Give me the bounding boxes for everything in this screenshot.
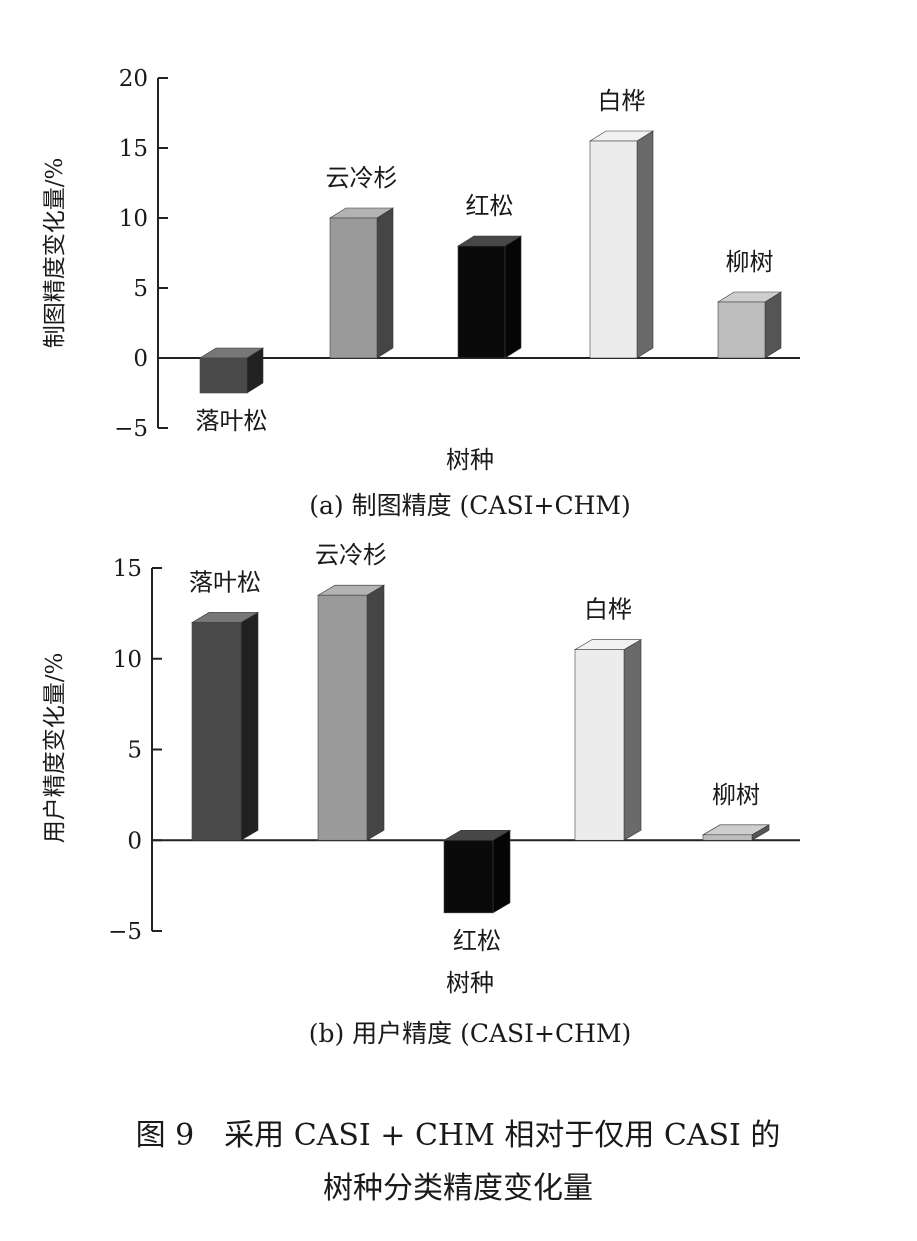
y-tick-label: 5 — [133, 276, 148, 302]
figure-caption-line-1: 图 9 采用 CASI + CHM 相对于仅用 CASI 的 — [136, 1118, 781, 1153]
bar-a-2 — [328, 207, 395, 359]
figure-caption-line-2: 树种分类精度变化量 — [323, 1171, 593, 1206]
category-label-a-2: 云冷杉 — [326, 164, 398, 192]
bar-a-1 — [198, 347, 265, 394]
category-label-b-2: 云冷杉 — [315, 541, 387, 569]
category-label-a-4: 白桦 — [598, 87, 646, 115]
y-axis-label: 用户精度变化量/% — [42, 653, 68, 844]
bar-b-5 — [701, 824, 771, 841]
y-axis-label: 制图精度变化量/% — [42, 158, 68, 349]
y-tick-label: 0 — [127, 828, 142, 854]
y-tick-label: 5 — [127, 738, 142, 764]
category-label-a-3: 红松 — [466, 192, 514, 220]
bar-b-2 — [316, 584, 386, 841]
chart-subtitle: (a) 制图精度 (CASI+CHM) — [309, 491, 630, 520]
y-tick-label: 15 — [119, 136, 148, 162]
category-label-b-4: 白桦 — [584, 596, 632, 624]
y-tick-label: 10 — [119, 206, 148, 232]
bar-a-3 — [456, 235, 523, 359]
bar-b-1 — [190, 611, 260, 841]
category-label-b-5: 柳树 — [712, 781, 760, 809]
y-tick-label: 10 — [113, 647, 142, 673]
category-label-b-3: 红松 — [453, 927, 501, 955]
bar-a-4 — [588, 130, 655, 359]
x-axis-label: 树种 — [446, 969, 494, 997]
y-tick-label: −5 — [114, 416, 148, 442]
category-label-a-5: 柳树 — [726, 248, 774, 276]
y-tick-label: 20 — [119, 66, 148, 92]
chart-subtitle: (b) 用户精度 (CASI+CHM) — [309, 1019, 632, 1048]
y-tick-label: −5 — [108, 919, 142, 945]
x-axis-label: 树种 — [446, 446, 494, 474]
y-tick-label: 15 — [113, 556, 142, 582]
category-label-b-1: 落叶松 — [189, 568, 261, 596]
bar-b-3 — [442, 829, 512, 914]
bar-a-5 — [716, 291, 783, 359]
y-tick-label: 0 — [133, 346, 148, 372]
category-label-a-1: 落叶松 — [196, 407, 268, 435]
bar-b-4 — [573, 639, 643, 841]
